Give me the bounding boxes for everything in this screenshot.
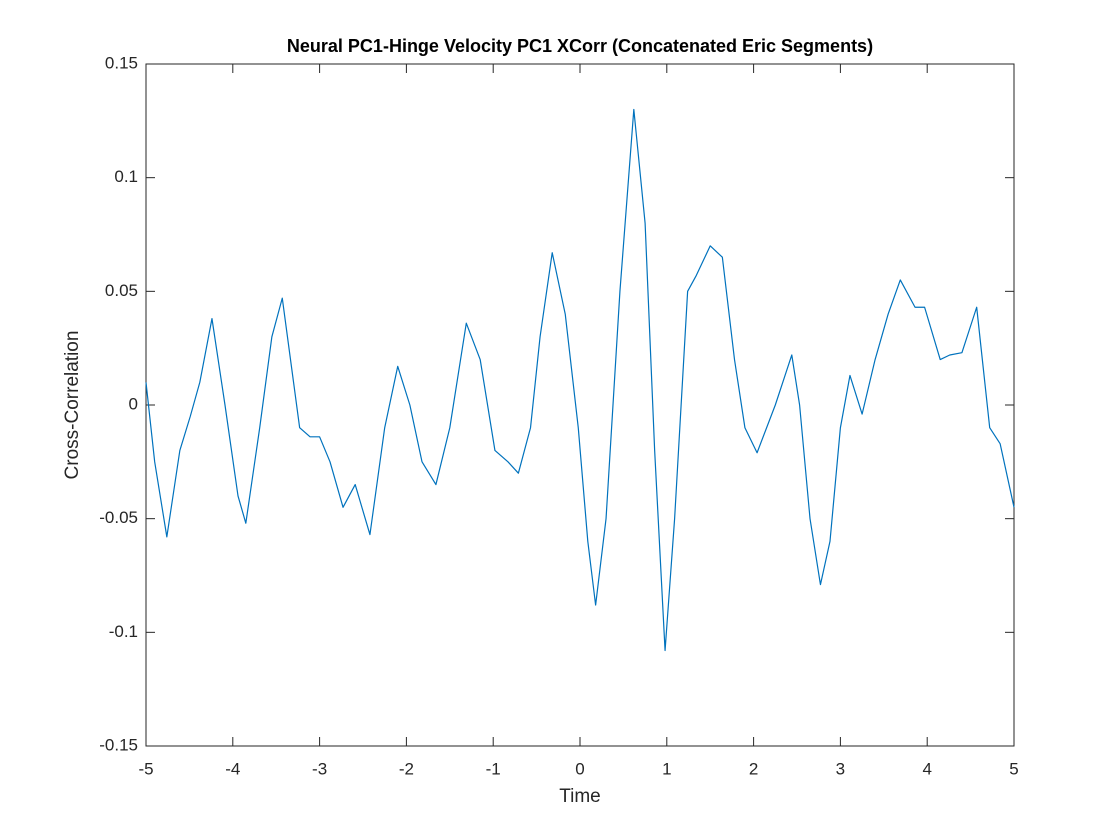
y-axis-label: Cross-Correlation	[62, 331, 83, 480]
y-tick-label: 0.05	[105, 281, 138, 300]
x-tick-label: -1	[486, 759, 501, 778]
x-tick-label: 3	[836, 759, 845, 778]
x-tick-label: 1	[662, 759, 671, 778]
y-tick-label: -0.05	[99, 508, 138, 527]
x-tick-label: 0	[575, 759, 584, 778]
y-tick-label: -0.1	[109, 622, 138, 641]
plot-area	[145, 63, 1015, 747]
chart-title: Neural PC1-Hinge Velocity PC1 XCorr (Con…	[287, 36, 873, 56]
x-axis-label: Time	[559, 786, 601, 807]
x-tick-label: -3	[312, 759, 327, 778]
y-tick-label: 0.1	[114, 167, 138, 186]
x-tick-label: 2	[749, 759, 758, 778]
x-tick-label: -5	[138, 759, 153, 778]
y-tick-label: 0	[129, 394, 138, 413]
x-tick-label: 5	[1009, 759, 1018, 778]
y-tick-label: 0.15	[105, 53, 138, 72]
data-line	[145, 108, 1015, 652]
x-tick-label: -4	[225, 759, 240, 778]
x-tick-label: -2	[399, 759, 414, 778]
x-tick-label: 4	[922, 759, 931, 778]
y-tick-label: -0.15	[99, 735, 138, 754]
